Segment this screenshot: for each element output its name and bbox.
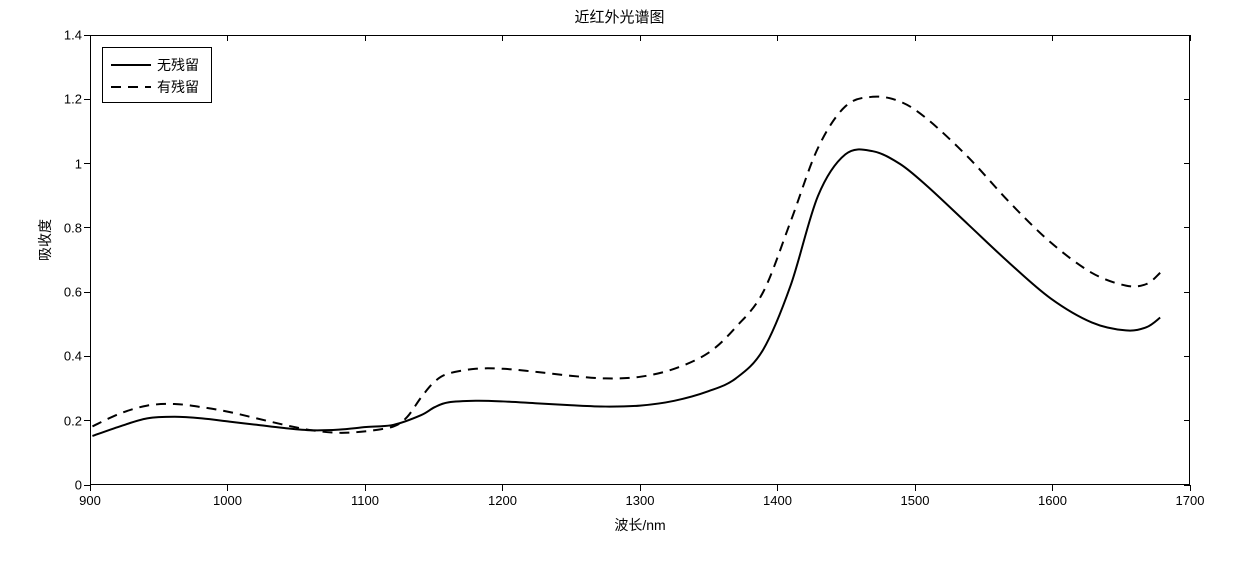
x-tick-top <box>502 35 503 41</box>
y-tick <box>84 163 90 164</box>
x-tick-top <box>1052 35 1053 41</box>
y-tick-label: 1 <box>50 156 82 171</box>
y-tick <box>84 420 90 421</box>
x-tick-top <box>915 35 916 41</box>
legend-label-0: 无残留 <box>157 55 199 75</box>
x-tick <box>90 485 91 491</box>
y-tick <box>84 227 90 228</box>
x-tick-top <box>1190 35 1191 41</box>
x-tick-label: 1200 <box>488 493 517 508</box>
x-tick <box>1052 485 1053 491</box>
x-tick-label: 1100 <box>351 493 379 508</box>
y-tick-label: 0.6 <box>50 285 82 300</box>
x-tick-label: 1700 <box>1176 493 1205 508</box>
y-tick <box>84 35 90 36</box>
data-lines-layer <box>91 36 1189 484</box>
y-tick <box>84 292 90 293</box>
x-tick-top <box>640 35 641 41</box>
plot-area <box>90 35 1190 485</box>
legend-sample-0 <box>111 55 151 75</box>
y-tick-right <box>1184 35 1190 36</box>
x-tick-label: 900 <box>79 493 101 508</box>
series-line-1 <box>92 97 1160 433</box>
x-tick-label: 1000 <box>213 493 242 508</box>
x-tick-top <box>365 35 366 41</box>
y-tick <box>84 485 90 486</box>
y-tick-right <box>1184 99 1190 100</box>
legend: 无残留有残留 <box>102 47 212 103</box>
y-axis-label: 吸收度 <box>35 190 55 290</box>
y-tick-label: 0.2 <box>50 413 82 428</box>
y-tick-right <box>1184 420 1190 421</box>
legend-label-1: 有残留 <box>157 77 199 97</box>
x-tick-label: 1400 <box>763 493 792 508</box>
x-tick <box>640 485 641 491</box>
y-tick-right <box>1184 485 1190 486</box>
y-tick-label: 0.8 <box>50 220 82 235</box>
y-tick-right <box>1184 292 1190 293</box>
y-tick-label: 1.4 <box>50 28 82 43</box>
x-tick-top <box>90 35 91 41</box>
nir-spectrum-chart: 近红外光谱图 吸收度 波长/nm 900 1000 1100 1200 1300 1400… <box>0 0 1239 565</box>
x-tick <box>915 485 916 491</box>
y-tick-label: 0.4 <box>50 349 82 364</box>
x-tick <box>502 485 503 491</box>
legend-sample-1 <box>111 77 151 97</box>
x-tick <box>227 485 228 491</box>
y-tick-label: 1.2 <box>50 92 82 107</box>
series-line-0 <box>92 149 1160 436</box>
x-axis-label: 波长/nm <box>90 515 1190 535</box>
y-tick-right <box>1184 227 1190 228</box>
y-tick-right <box>1184 163 1190 164</box>
y-tick-right <box>1184 356 1190 357</box>
y-tick <box>84 356 90 357</box>
y-tick <box>84 99 90 100</box>
x-tick <box>1190 485 1191 491</box>
x-tick-top <box>777 35 778 41</box>
x-tick-label: 1600 <box>1038 493 1067 508</box>
chart-title: 近红外光谱图 <box>0 6 1239 27</box>
x-tick <box>777 485 778 491</box>
x-tick <box>365 485 366 491</box>
x-tick-label: 1500 <box>901 493 930 508</box>
x-tick-top <box>227 35 228 41</box>
y-tick-label: 0 <box>50 478 82 493</box>
x-tick-label: 1300 <box>626 493 655 508</box>
